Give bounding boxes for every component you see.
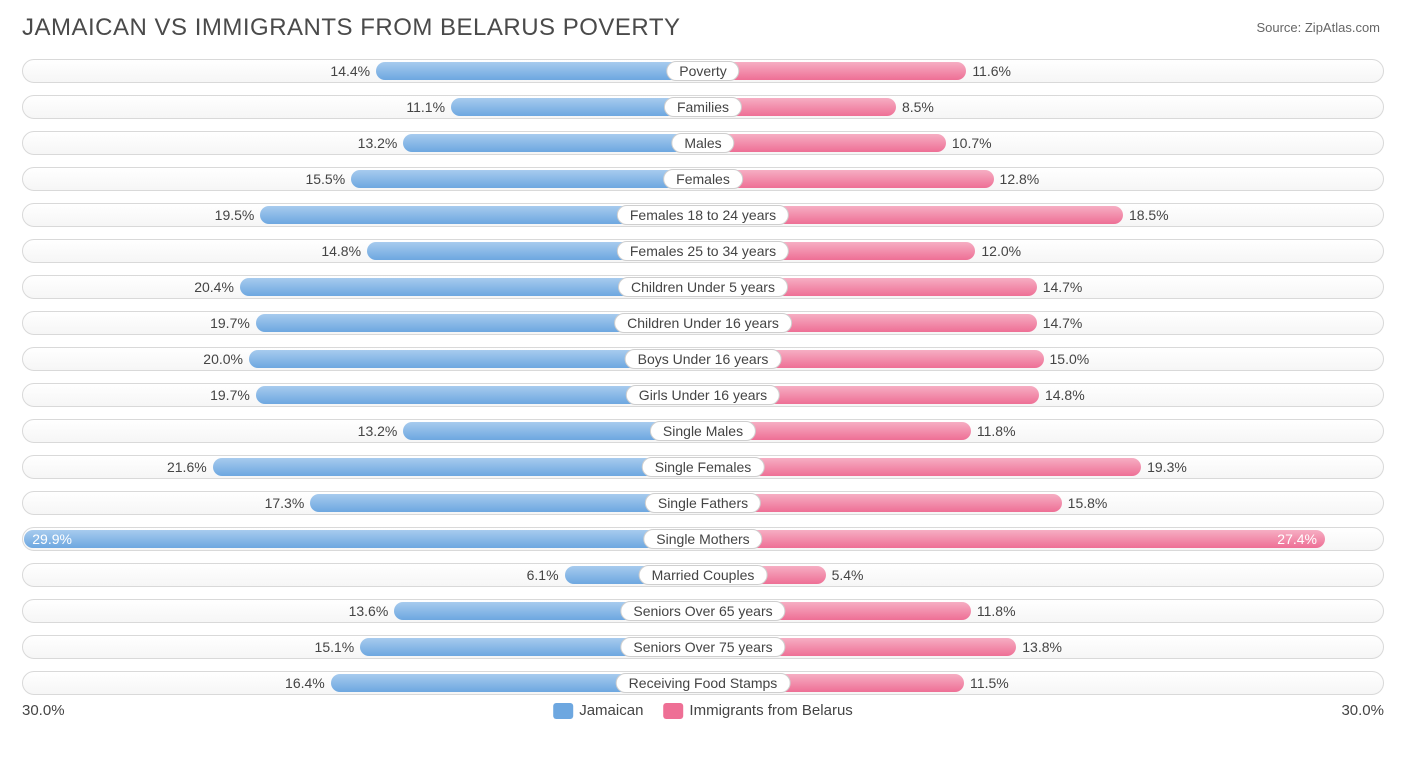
value-belarus: 14.8% [1045, 386, 1085, 404]
category-label: Girls Under 16 years [626, 385, 780, 405]
chart-row: 13.2% 11.8% Single Males [22, 416, 1384, 446]
legend-swatch-belarus [663, 703, 683, 719]
chart-row: 19.7% 14.7% Children Under 16 years [22, 308, 1384, 338]
bar-belarus [703, 170, 994, 188]
value-jamaican: 13.6% [349, 602, 389, 620]
category-label: Children Under 16 years [614, 313, 792, 333]
value-belarus: 11.5% [970, 674, 1009, 692]
category-label: Families [664, 97, 742, 117]
value-belarus: 10.7% [952, 134, 992, 152]
value-belarus: 14.7% [1043, 278, 1083, 296]
category-label: Single Mothers [643, 529, 762, 549]
category-label: Females 25 to 34 years [617, 241, 789, 261]
chart-title: JAMAICAN VS IMMIGRANTS FROM BELARUS POVE… [22, 14, 680, 42]
value-jamaican: 17.3% [265, 494, 305, 512]
bar-jamaican [213, 458, 703, 476]
value-belarus: 27.4% [1277, 530, 1325, 548]
chart-row: 11.1% 8.5% Families [22, 92, 1384, 122]
category-label: Married Couples [639, 565, 768, 585]
value-jamaican: 19.7% [210, 386, 250, 404]
value-jamaican: 29.9% [24, 530, 72, 548]
value-jamaican: 15.1% [315, 638, 355, 656]
value-belarus: 12.8% [1000, 170, 1040, 188]
value-jamaican: 14.8% [321, 242, 361, 260]
chart-row: 6.1% 5.4% Married Couples [22, 560, 1384, 590]
source-attribution: Source: ZipAtlas.com [1256, 20, 1380, 35]
category-label: Children Under 5 years [618, 277, 788, 297]
legend-item-belarus: Immigrants from Belarus [663, 702, 852, 719]
value-jamaican: 11.1% [406, 98, 445, 116]
chart-row: 21.6% 19.3% Single Females [22, 452, 1384, 482]
category-label: Seniors Over 65 years [620, 601, 785, 621]
chart-row: 16.4% 11.5% Receiving Food Stamps [22, 668, 1384, 698]
value-belarus: 12.0% [981, 242, 1021, 260]
bar-jamaican [351, 170, 703, 188]
value-belarus: 18.5% [1129, 206, 1169, 224]
value-belarus: 11.6% [972, 62, 1011, 80]
value-jamaican: 21.6% [167, 458, 207, 476]
value-belarus: 11.8% [977, 602, 1016, 620]
legend-label-jamaican: Jamaican [579, 702, 643, 719]
legend-label-belarus: Immigrants from Belarus [689, 702, 852, 719]
value-jamaican: 13.2% [358, 422, 398, 440]
value-belarus: 19.3% [1147, 458, 1187, 476]
axis-max-right: 30.0% [1341, 702, 1384, 719]
category-label: Males [671, 133, 734, 153]
chart-row: 20.4% 14.7% Children Under 5 years [22, 272, 1384, 302]
chart-row: 17.3% 15.8% Single Fathers [22, 488, 1384, 518]
chart-row: 14.4% 11.6% Poverty [22, 56, 1384, 86]
value-jamaican: 19.5% [215, 206, 255, 224]
category-label: Single Fathers [645, 493, 761, 513]
category-label: Single Males [650, 421, 756, 441]
value-jamaican: 13.2% [358, 134, 398, 152]
value-jamaican: 20.0% [203, 350, 243, 368]
bar-belarus [703, 62, 966, 80]
legend-item-jamaican: Jamaican [553, 702, 643, 719]
chart-row: 15.5% 12.8% Females [22, 164, 1384, 194]
chart-axis: 30.0% Jamaican Immigrants from Belarus 3… [22, 702, 1384, 732]
chart-row: 29.9% 27.4% Single Mothers [22, 524, 1384, 554]
legend: Jamaican Immigrants from Belarus [553, 702, 853, 719]
bar-jamaican [24, 530, 703, 548]
bar-belarus [703, 458, 1141, 476]
chart-row: 14.8% 12.0% Females 25 to 34 years [22, 236, 1384, 266]
category-label: Receiving Food Stamps [616, 673, 791, 693]
chart-row: 15.1% 13.8% Seniors Over 75 years [22, 632, 1384, 662]
axis-max-left: 30.0% [22, 702, 65, 719]
bar-jamaican [376, 62, 703, 80]
value-belarus: 14.7% [1043, 314, 1083, 332]
category-label: Poverty [666, 61, 739, 81]
value-belarus: 15.8% [1068, 494, 1108, 512]
value-jamaican: 16.4% [285, 674, 325, 692]
chart-row: 20.0% 15.0% Boys Under 16 years [22, 344, 1384, 374]
bar-belarus [703, 134, 946, 152]
value-belarus: 11.8% [977, 422, 1016, 440]
value-jamaican: 20.4% [194, 278, 234, 296]
chart-rows: 14.4%11.6%Poverty11.1%8.5%Families13.2%1… [22, 56, 1384, 704]
category-label: Seniors Over 75 years [620, 637, 785, 657]
value-belarus: 15.0% [1050, 350, 1090, 368]
legend-swatch-jamaican [553, 703, 573, 719]
category-label: Females [663, 169, 743, 189]
bar-belarus [703, 530, 1325, 548]
value-belarus: 13.8% [1022, 638, 1062, 656]
category-label: Females 18 to 24 years [617, 205, 789, 225]
value-jamaican: 6.1% [527, 566, 559, 584]
chart-container: JAMAICAN VS IMMIGRANTS FROM BELARUS POVE… [0, 0, 1406, 758]
bar-jamaican [403, 134, 703, 152]
value-jamaican: 15.5% [305, 170, 345, 188]
chart-row: 13.6% 11.8% Seniors Over 65 years [22, 596, 1384, 626]
value-belarus: 8.5% [902, 98, 934, 116]
value-belarus: 5.4% [832, 566, 864, 584]
chart-row: 19.7% 14.8% Girls Under 16 years [22, 380, 1384, 410]
category-label: Boys Under 16 years [625, 349, 782, 369]
category-label: Single Females [642, 457, 765, 477]
chart-row: 13.2% 10.7% Males [22, 128, 1384, 158]
value-jamaican: 19.7% [210, 314, 250, 332]
value-jamaican: 14.4% [330, 62, 370, 80]
chart-row: 19.5% 18.5% Females 18 to 24 years [22, 200, 1384, 230]
